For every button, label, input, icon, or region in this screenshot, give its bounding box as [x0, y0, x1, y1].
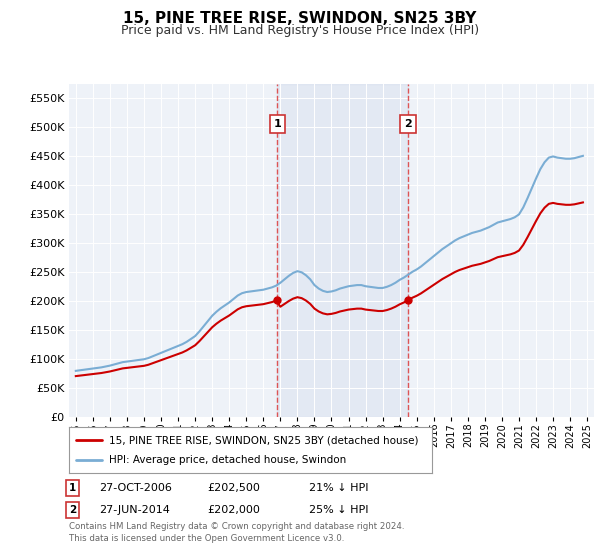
Text: 27-OCT-2006: 27-OCT-2006 — [99, 483, 172, 493]
Text: 21% ↓ HPI: 21% ↓ HPI — [309, 483, 368, 493]
Bar — [277, 84, 408, 417]
Text: 15, PINE TREE RISE, SWINDON, SN25 3BY (detached house): 15, PINE TREE RISE, SWINDON, SN25 3BY (d… — [109, 435, 418, 445]
Text: This data is licensed under the Open Government Licence v3.0.: This data is licensed under the Open Gov… — [69, 534, 344, 543]
Text: 2: 2 — [69, 505, 76, 515]
Text: 25% ↓ HPI: 25% ↓ HPI — [309, 505, 368, 515]
Text: 15, PINE TREE RISE, SWINDON, SN25 3BY: 15, PINE TREE RISE, SWINDON, SN25 3BY — [124, 11, 476, 26]
Text: £202,500: £202,500 — [207, 483, 260, 493]
Text: 2: 2 — [404, 119, 412, 129]
Text: HPI: Average price, detached house, Swindon: HPI: Average price, detached house, Swin… — [109, 455, 346, 465]
Text: 1: 1 — [69, 483, 76, 493]
Text: £202,000: £202,000 — [207, 505, 260, 515]
Text: Price paid vs. HM Land Registry's House Price Index (HPI): Price paid vs. HM Land Registry's House … — [121, 24, 479, 37]
Text: 27-JUN-2014: 27-JUN-2014 — [99, 505, 170, 515]
Text: Contains HM Land Registry data © Crown copyright and database right 2024.: Contains HM Land Registry data © Crown c… — [69, 522, 404, 531]
Text: 1: 1 — [274, 119, 281, 129]
